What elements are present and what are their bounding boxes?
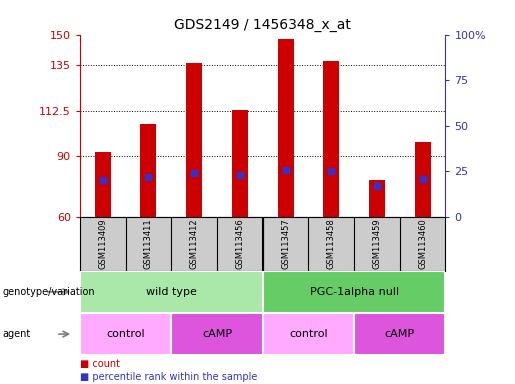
Text: PGC-1alpha null: PGC-1alpha null bbox=[310, 287, 399, 297]
Bar bbox=[80, 313, 171, 355]
Text: cAMP: cAMP bbox=[202, 329, 232, 339]
Text: GSM113411: GSM113411 bbox=[144, 218, 153, 269]
Bar bbox=[141, 124, 157, 217]
Point bbox=[190, 170, 198, 176]
Point bbox=[281, 167, 289, 173]
Bar bbox=[369, 180, 385, 217]
Point bbox=[98, 177, 107, 184]
Text: GSM113409: GSM113409 bbox=[98, 218, 107, 269]
Bar bbox=[263, 313, 354, 355]
Text: genotype/variation: genotype/variation bbox=[3, 287, 95, 297]
Text: GSM113460: GSM113460 bbox=[418, 218, 427, 269]
Bar bbox=[186, 63, 202, 217]
Text: ■ count: ■ count bbox=[80, 359, 120, 369]
Text: wild type: wild type bbox=[146, 287, 197, 297]
Bar bbox=[95, 152, 111, 217]
Text: GSM113458: GSM113458 bbox=[327, 218, 336, 269]
Point bbox=[236, 172, 244, 178]
Bar bbox=[171, 313, 263, 355]
Bar bbox=[323, 61, 339, 217]
Bar bbox=[232, 109, 248, 217]
Bar bbox=[263, 271, 445, 313]
Bar bbox=[354, 313, 445, 355]
Text: control: control bbox=[106, 329, 145, 339]
Text: ■ percentile rank within the sample: ■ percentile rank within the sample bbox=[80, 372, 257, 382]
Point bbox=[327, 168, 335, 174]
Bar bbox=[80, 271, 263, 313]
Text: control: control bbox=[289, 329, 328, 339]
Text: GSM113459: GSM113459 bbox=[372, 218, 382, 269]
Bar bbox=[415, 142, 431, 217]
Text: GSM113457: GSM113457 bbox=[281, 218, 290, 269]
Title: GDS2149 / 1456348_x_at: GDS2149 / 1456348_x_at bbox=[174, 18, 351, 32]
Text: cAMP: cAMP bbox=[385, 329, 415, 339]
Bar bbox=[278, 39, 294, 217]
Point bbox=[419, 175, 427, 182]
Text: GSM113412: GSM113412 bbox=[190, 218, 199, 269]
Text: agent: agent bbox=[3, 329, 31, 339]
Point bbox=[373, 183, 381, 189]
Point bbox=[144, 174, 152, 180]
Text: GSM113456: GSM113456 bbox=[235, 218, 244, 269]
